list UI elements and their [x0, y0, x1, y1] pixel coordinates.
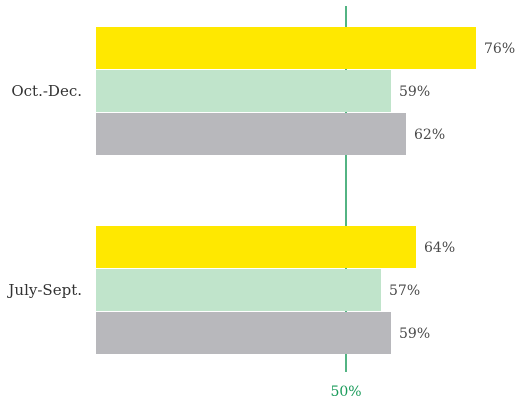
bar: [96, 70, 391, 112]
bar: [96, 113, 406, 155]
category-label: Oct.-Dec.: [11, 82, 82, 100]
bar-value-label: 64%: [424, 240, 455, 256]
bar: [96, 269, 381, 311]
bar-value-label: 62%: [414, 127, 445, 143]
bar: [96, 312, 391, 354]
bar-value-label: 57%: [389, 283, 420, 299]
bar-value-label: 59%: [399, 84, 430, 100]
reference-line-label: 50%: [330, 384, 361, 400]
bar-value-label: 59%: [399, 326, 430, 342]
category-label: July-Sept.: [6, 281, 82, 299]
bar-value-label: 76%: [484, 41, 515, 57]
bar: [96, 226, 416, 268]
bar: [96, 27, 476, 69]
